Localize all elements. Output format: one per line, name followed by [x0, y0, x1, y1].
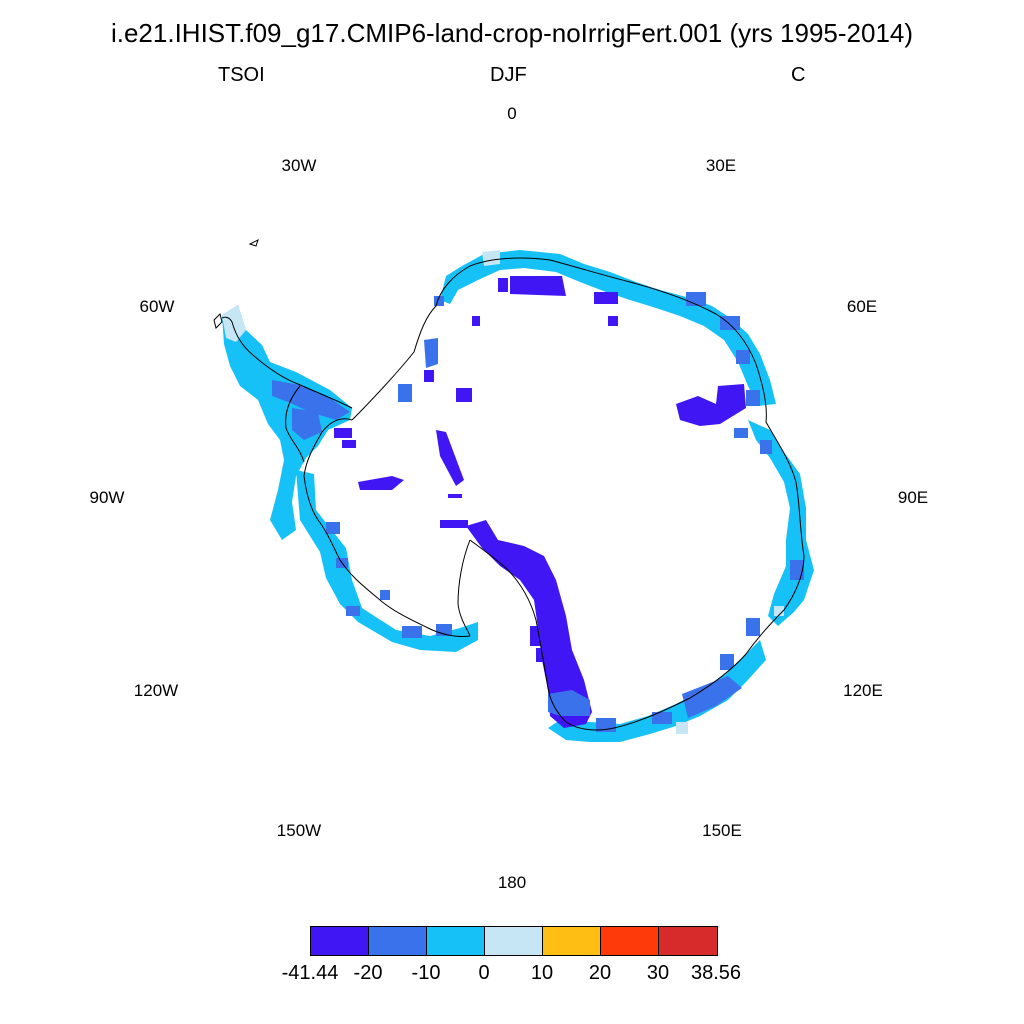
lon-label-120w: 120W — [133, 681, 179, 700]
cell-west-coast — [296, 470, 478, 652]
cell-peninsula-outer — [222, 305, 352, 540]
cell-filchner-e — [608, 316, 618, 326]
coastline-main — [351, 257, 805, 731]
colorbar-swatch-7 — [658, 926, 718, 956]
cell-peninsula-mid — [272, 380, 350, 420]
cell-top-c — [720, 316, 740, 330]
cell-east-coast — [748, 420, 814, 626]
lon-label-0: 0 — [507, 104, 517, 123]
cell-pen-b — [342, 440, 356, 448]
cell-wc-d — [380, 590, 390, 600]
data-cells — [222, 250, 814, 742]
cell-top-d — [736, 350, 750, 364]
cell-ross-b — [536, 648, 546, 662]
cell-ross-band — [466, 520, 592, 728]
cell-ant-d — [456, 388, 472, 402]
coastline-peninsula — [221, 316, 353, 409]
colorbar-swatch-4 — [484, 926, 543, 956]
cell-ec-d — [774, 606, 784, 616]
colorbar-swatch-6 — [600, 926, 659, 956]
cell-ant-b — [424, 370, 434, 382]
cell-ant-c — [398, 384, 412, 402]
colorbar-label-max: 38.56 — [690, 962, 742, 984]
colorbar-swatch-2 — [368, 926, 427, 956]
lon-label-180: 180 — [497, 873, 527, 892]
island-2 — [213, 313, 223, 329]
cell-east-block — [676, 384, 746, 426]
colorbar — [310, 926, 718, 956]
cell-ec-a — [734, 428, 748, 438]
cell-wc-e — [402, 626, 422, 638]
units-label: C — [791, 64, 806, 86]
coastline-peninsula-inner — [285, 385, 305, 463]
lon-label-120e: 120E — [843, 681, 883, 700]
lon-label-150w: 150W — [276, 821, 322, 840]
plot-title: i.e21.IHIST.f09_g17.CMIP6-land-crop-noIr… — [110, 18, 914, 48]
colorbar-swatch-5 — [542, 926, 601, 956]
cell-ant-e — [436, 430, 464, 486]
cell-filchner-c — [594, 292, 618, 304]
colorbar-label-min: -41.44 — [281, 962, 339, 984]
lon-label-90e: 90E — [897, 488, 929, 507]
cell-peninsula-light — [222, 305, 246, 342]
cell-top-coast — [440, 250, 776, 406]
cell-top-e — [746, 390, 760, 406]
cell-ec-f — [720, 654, 734, 670]
variable-label: TSOI — [218, 64, 265, 86]
cell-filchner — [510, 276, 566, 296]
cell-ant-g — [448, 494, 462, 498]
cell-south-mid — [682, 676, 742, 718]
colorbar-label-6: 20 — [588, 962, 612, 984]
colorbar-label-4: 0 — [478, 962, 490, 984]
cell-top-a — [434, 296, 444, 306]
cell-ec-c — [790, 560, 804, 580]
lon-label-30w: 30W — [281, 156, 317, 175]
colorbar-label-5: 10 — [530, 962, 554, 984]
cell-pen-a — [334, 428, 352, 438]
cell-wc-a — [326, 522, 340, 534]
lon-label-30e: 30E — [705, 156, 737, 175]
cell-filchner-b — [498, 278, 508, 292]
lon-label-150e: 150E — [702, 821, 742, 840]
colorbar-swatch-1 — [310, 926, 369, 956]
cell-peninsula-mid2 — [292, 408, 322, 440]
coastline-west — [303, 418, 471, 637]
coastline — [213, 239, 805, 731]
coastline-ross-west — [457, 539, 471, 637]
colorbar-swatch-3 — [426, 926, 485, 956]
lon-label-60w: 60W — [139, 297, 175, 316]
cell-ec-e — [746, 618, 760, 636]
cell-ant-f — [358, 476, 404, 490]
colorbar-label-2: -20 — [353, 962, 383, 984]
cell-wc-c — [346, 606, 360, 616]
cell-sc-c — [676, 722, 688, 734]
cell-ross-a — [530, 626, 542, 646]
cell-top-light — [482, 250, 500, 266]
lon-label-60e: 60E — [846, 297, 878, 316]
cell-filchner-d — [472, 316, 480, 326]
cell-ant-a — [424, 338, 438, 368]
season-label: DJF — [490, 64, 527, 86]
island-1 — [248, 239, 259, 247]
cell-sc-b — [652, 712, 672, 724]
cell-ec-b — [760, 440, 772, 454]
colorbar-label-3: -10 — [411, 962, 441, 984]
cell-ross-mid — [548, 690, 590, 716]
lon-label-90w: 90W — [89, 488, 125, 507]
cell-ant-h — [440, 520, 468, 528]
colorbar-label-7: 30 — [646, 962, 670, 984]
